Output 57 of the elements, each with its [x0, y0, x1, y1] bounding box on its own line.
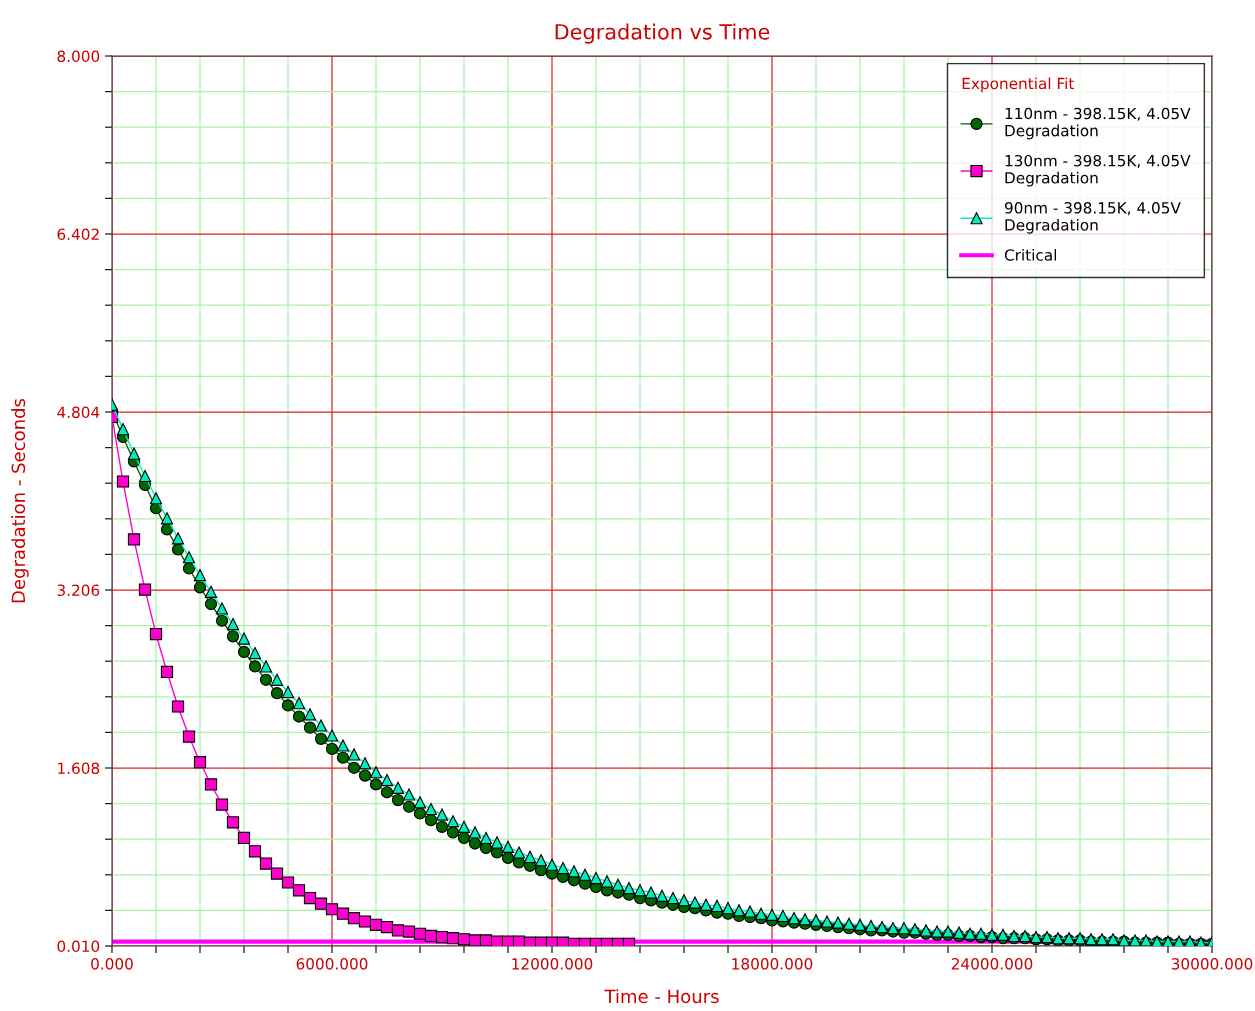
legend-label: 130nm - 398.15K, 4.05V Degradation [1005, 154, 1191, 187]
y-tick-label: 0.010 [57, 940, 100, 953]
point [490, 935, 504, 946]
point [193, 756, 207, 769]
x-tick-label: 6000.000 [296, 958, 368, 970]
point [424, 929, 438, 943]
legend-title: Exponential Fit [962, 77, 1074, 93]
point [160, 665, 174, 679]
point [259, 857, 273, 870]
point [281, 876, 295, 889]
point [270, 867, 284, 880]
point [204, 778, 218, 791]
point [468, 934, 482, 946]
y-axis-title: Degradation - Seconds [11, 398, 29, 603]
point [512, 935, 526, 946]
point [303, 891, 317, 905]
point [501, 935, 515, 946]
point [380, 920, 394, 934]
chart-title: Degradation vs Time [555, 23, 770, 44]
legend-label: Critical [1004, 248, 1057, 261]
x-tick-label: 12000.000 [512, 958, 593, 970]
y-tick-label: 6.402 [57, 228, 99, 241]
y-tick-label: 1.608 [58, 762, 100, 775]
x-tick-label: 24000.000 [951, 958, 1033, 970]
point [292, 884, 306, 897]
x-tick-label: 0.000 [91, 958, 133, 970]
point [325, 903, 339, 916]
point [446, 932, 460, 945]
point [413, 927, 427, 940]
point [138, 583, 152, 596]
point [435, 930, 449, 944]
point [149, 627, 163, 641]
legend-label: 90nm - 398.15K, 4.05V Degradation [1004, 202, 1181, 234]
point [182, 730, 196, 743]
point [116, 475, 130, 488]
x-axis-title: Time - Hours [604, 989, 719, 1004]
point [336, 907, 350, 920]
legend-label: 110nm - 398.15K, 4.05V Degradation [1005, 107, 1191, 140]
point [248, 845, 262, 858]
y-tick-label: 4.804 [57, 406, 100, 419]
point [215, 798, 229, 811]
point [237, 831, 251, 845]
point [127, 533, 141, 546]
point [479, 934, 493, 946]
point [171, 700, 185, 713]
point [226, 816, 240, 829]
y-tick-label: 8.000 [57, 50, 100, 63]
point [457, 933, 471, 946]
point [314, 897, 328, 910]
y-tick-label: 3.206 [57, 584, 100, 597]
x-tick-label: 18000.000 [732, 958, 813, 970]
point [358, 915, 372, 928]
point [402, 925, 416, 938]
x-tick-label: 30000.000 [1171, 958, 1253, 970]
point [391, 924, 405, 937]
point [369, 918, 383, 931]
point [347, 912, 361, 925]
